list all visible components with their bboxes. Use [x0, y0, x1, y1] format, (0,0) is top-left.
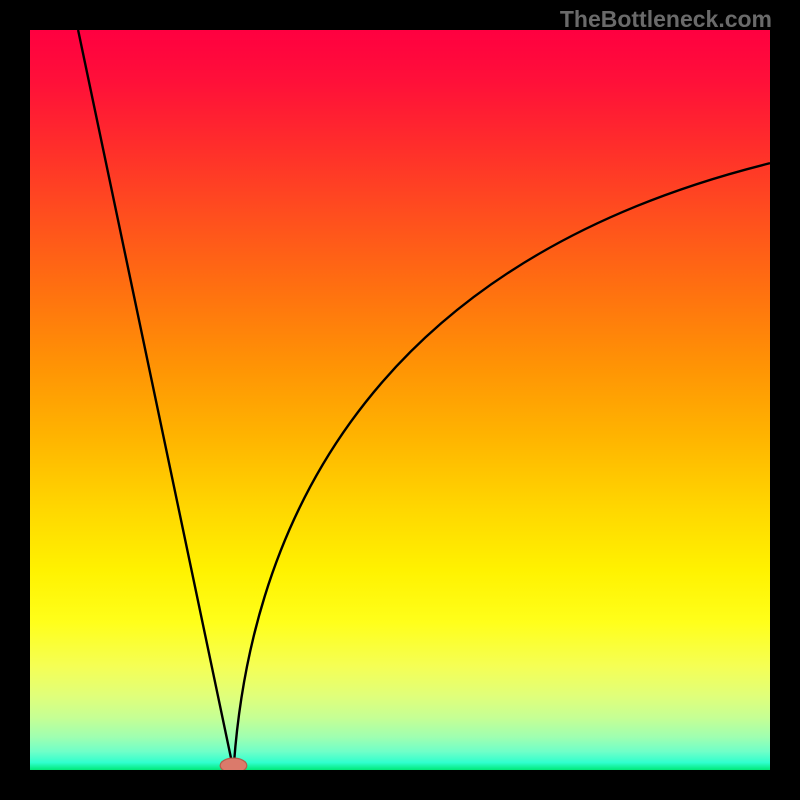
gradient-background: [30, 30, 770, 770]
watermark-text: TheBottleneck.com: [560, 6, 772, 33]
chart-container: TheBottleneck.com: [0, 0, 800, 800]
plot-svg: [30, 30, 770, 770]
optimal-point-marker: [220, 758, 247, 770]
plot-area: [30, 30, 770, 770]
